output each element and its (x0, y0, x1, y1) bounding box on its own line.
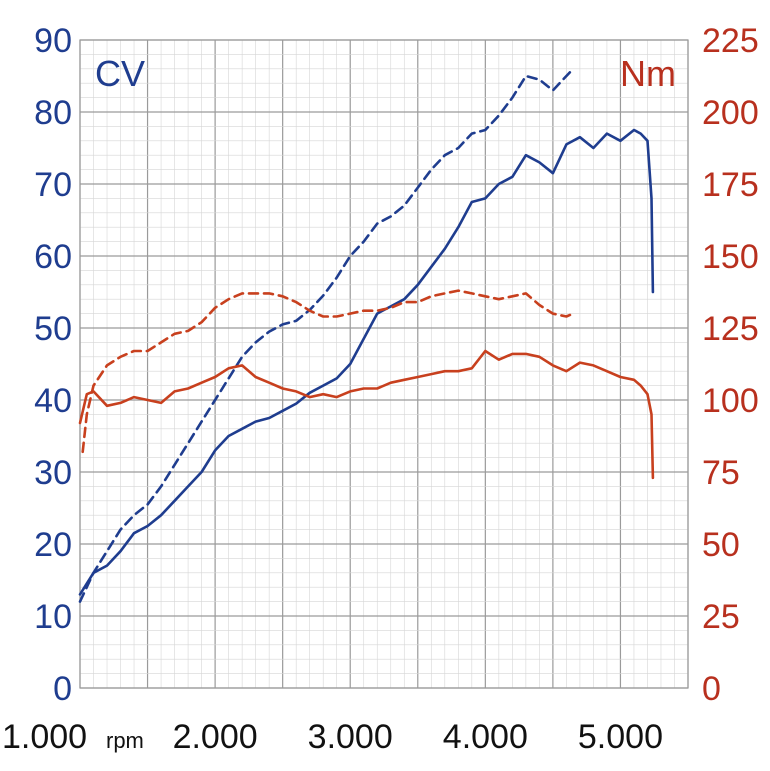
right-axis-label: Nm (620, 53, 676, 94)
left-tick-label: 90 (34, 22, 72, 60)
torque-dashed-line (81, 289, 575, 454)
power-dashed-line (78, 67, 575, 603)
left-tick-label: 0 (53, 670, 72, 708)
right-tick-label: 150 (702, 238, 759, 276)
left-tick-label: 60 (34, 238, 72, 276)
left-tick-label: 40 (34, 382, 72, 420)
left-tick-label: 20 (34, 526, 72, 564)
left-axis-label: CV (95, 53, 145, 94)
power-solid-line (78, 128, 655, 596)
left-tick-label: 70 (34, 166, 72, 204)
right-tick-label: 50 (702, 526, 740, 564)
right-tick-label: 225 (702, 22, 759, 60)
x-tick-label: 4.000 (443, 718, 528, 756)
plot-frame (79, 39, 689, 689)
x-tick-label: 2.000 (173, 718, 258, 756)
x-axis-unit: rpm (106, 728, 144, 753)
left-tick-label: 50 (34, 310, 72, 348)
series-layer (78, 67, 655, 603)
right-tick-label: 175 (702, 166, 759, 204)
x-tick-label: 1.000 (2, 718, 87, 756)
right-tick-label: 25 (702, 598, 740, 636)
left-tick-label: 80 (34, 94, 72, 132)
right-tick-label: 75 (702, 454, 740, 492)
tick-labels: 0 10 20 30 40 50 60 70 80 90 0 25 50 75 100 125 150 175 20… (2, 22, 759, 756)
right-tick-label: 200 (702, 94, 759, 132)
left-tick-label: 10 (34, 598, 72, 636)
right-tick-label: 125 (702, 310, 759, 348)
left-tick-label: 30 (34, 454, 72, 492)
grid (79, 39, 689, 689)
x-tick-label: 5.000 (578, 718, 663, 756)
right-tick-label: 0 (702, 670, 721, 708)
x-tick-label: 3.000 (308, 718, 393, 756)
right-tick-label: 100 (702, 382, 759, 420)
torque-solid-line (78, 349, 655, 480)
